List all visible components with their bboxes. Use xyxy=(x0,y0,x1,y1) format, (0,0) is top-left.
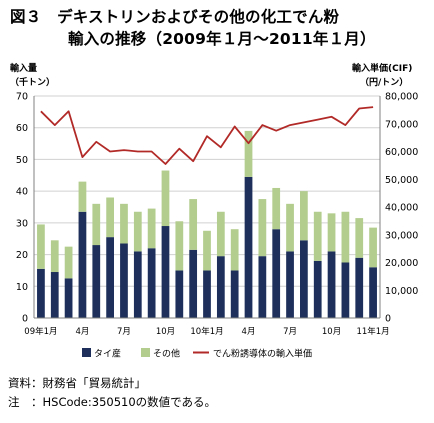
bar-thailand xyxy=(78,211,87,318)
bar-other xyxy=(216,211,225,257)
legend-thailand-swatch xyxy=(82,348,91,357)
bar-thailand xyxy=(64,278,73,318)
bar-other xyxy=(64,246,73,279)
bar-other xyxy=(106,197,114,238)
right-tick-label: 50,000 xyxy=(385,175,418,186)
left-tick-label: 0 xyxy=(22,314,28,325)
bar-thailand xyxy=(355,257,364,318)
bar-thailand xyxy=(327,251,336,318)
footnotes: 資料：財務省「貿易統計」 注 ：HSCode:350510の数値である。 xyxy=(8,374,216,412)
bar-other xyxy=(78,181,87,212)
x-tick-label: 7月 xyxy=(117,327,131,337)
bar-other xyxy=(258,199,267,257)
left-tick-label: 40 xyxy=(16,187,28,198)
bar-other xyxy=(147,208,156,249)
bar-other xyxy=(133,211,142,252)
bars xyxy=(37,130,377,318)
left-tick-label: 10 xyxy=(16,282,28,293)
title-line-2: 輸入の推移（2009年１月～2011年１月） xyxy=(68,30,376,48)
bar-thailand xyxy=(106,237,114,318)
x-tick-label: 4月 xyxy=(75,327,89,337)
bar-thailand xyxy=(161,226,170,318)
bar-thailand xyxy=(272,229,281,318)
bar-thailand xyxy=(189,249,198,318)
bar-other xyxy=(369,227,377,268)
bar-thailand xyxy=(341,262,350,318)
bar-other xyxy=(92,203,101,246)
right-tick-label: 80,000 xyxy=(385,92,418,103)
source-note: 資料：財務省「貿易統計」 xyxy=(8,376,146,390)
bar-other xyxy=(286,203,294,252)
bar-thailand xyxy=(203,270,211,318)
bar-thailand xyxy=(147,248,156,318)
price-line xyxy=(40,106,374,165)
bar-other xyxy=(37,224,45,269)
bar-other xyxy=(355,218,364,258)
hs-code-note: 注 ：HSCode:350510の数値である。 xyxy=(8,395,217,409)
bar-other xyxy=(175,221,184,271)
left-axis-title: 輸入量 xyxy=(10,62,37,74)
right-tick-label: 60,000 xyxy=(385,147,418,158)
left-tick-label: 50 xyxy=(16,155,28,166)
bar-thailand xyxy=(369,267,377,318)
bar-other xyxy=(50,240,59,273)
title-line-1: 図３ デキストリンおよびその他の化工でん粉 xyxy=(10,8,340,26)
x-tick-label: 7月 xyxy=(283,327,297,337)
bar-thailand xyxy=(175,270,184,318)
bar-other xyxy=(313,211,322,261)
legend: タイ産 その他 でん粉誘導体の輸入単価 xyxy=(82,348,312,360)
bar-other xyxy=(203,230,211,271)
left-tick-label: 20 xyxy=(16,250,28,261)
bar-thailand xyxy=(258,256,267,318)
axes: 0 10 20 30 40 50 60 70 0 10,000 20,000 30,000 40,000… xyxy=(10,62,418,337)
bar-thailand xyxy=(244,176,253,318)
x-tick-label: 10年1月 xyxy=(190,326,223,337)
right-tick-label: 0 xyxy=(385,314,391,325)
x-tick-label: 11年1月 xyxy=(356,326,389,337)
price-line-path xyxy=(40,106,374,165)
left-tick-label: 70 xyxy=(16,92,28,103)
bar-thailand xyxy=(286,251,294,318)
legend-other-label: その他 xyxy=(153,348,180,360)
right-axis-title: （円/トン） xyxy=(360,77,408,88)
bar-thailand xyxy=(92,245,101,318)
bar-other xyxy=(244,130,253,177)
bar-thailand xyxy=(313,260,322,318)
bar-other xyxy=(161,170,170,227)
bar-other xyxy=(327,213,336,252)
bar-thailand xyxy=(50,272,59,318)
bar-other xyxy=(120,203,128,244)
bar-thailand xyxy=(120,243,128,318)
left-tick-label: 30 xyxy=(16,218,28,229)
legend-thailand-label: タイ産 xyxy=(94,348,121,360)
bar-other xyxy=(272,187,281,230)
right-tick-label: 20,000 xyxy=(385,258,418,269)
left-tick-label: 60 xyxy=(16,123,28,134)
bar-other xyxy=(230,229,239,271)
bar-thailand xyxy=(37,268,45,318)
bar-other xyxy=(341,211,350,263)
x-tick-label: 10月 xyxy=(156,327,175,337)
left-axis-title: （千トン） xyxy=(10,76,55,88)
bar-other xyxy=(189,199,198,250)
bar-thailand xyxy=(133,251,142,318)
right-tick-label: 40,000 xyxy=(385,203,418,214)
chart-title: 図３ デキストリンおよびその他の化工でん粉輸入の推移（2009年１月～2011年… xyxy=(10,6,376,50)
bar-thailand xyxy=(216,256,225,318)
x-tick-label: 4月 xyxy=(242,327,256,337)
bar-other xyxy=(300,191,308,241)
legend-price-label: でん粉誘導体の輸入単価 xyxy=(213,348,312,360)
bar-thailand xyxy=(230,270,239,318)
right-tick-label: 30,000 xyxy=(385,230,418,241)
x-tick-label: 09年1月 xyxy=(24,326,57,337)
x-tick-label: 10月 xyxy=(322,327,341,337)
right-tick-label: 70,000 xyxy=(385,119,418,130)
right-axis-title: 輸入単価(CIF) xyxy=(352,62,412,74)
bar-thailand xyxy=(300,240,308,318)
legend-other-swatch xyxy=(141,348,150,357)
right-tick-label: 10,000 xyxy=(385,286,418,297)
chart: 0 10 20 30 40 50 60 70 0 10,000 20,000 30,000 40,000… xyxy=(10,62,418,360)
